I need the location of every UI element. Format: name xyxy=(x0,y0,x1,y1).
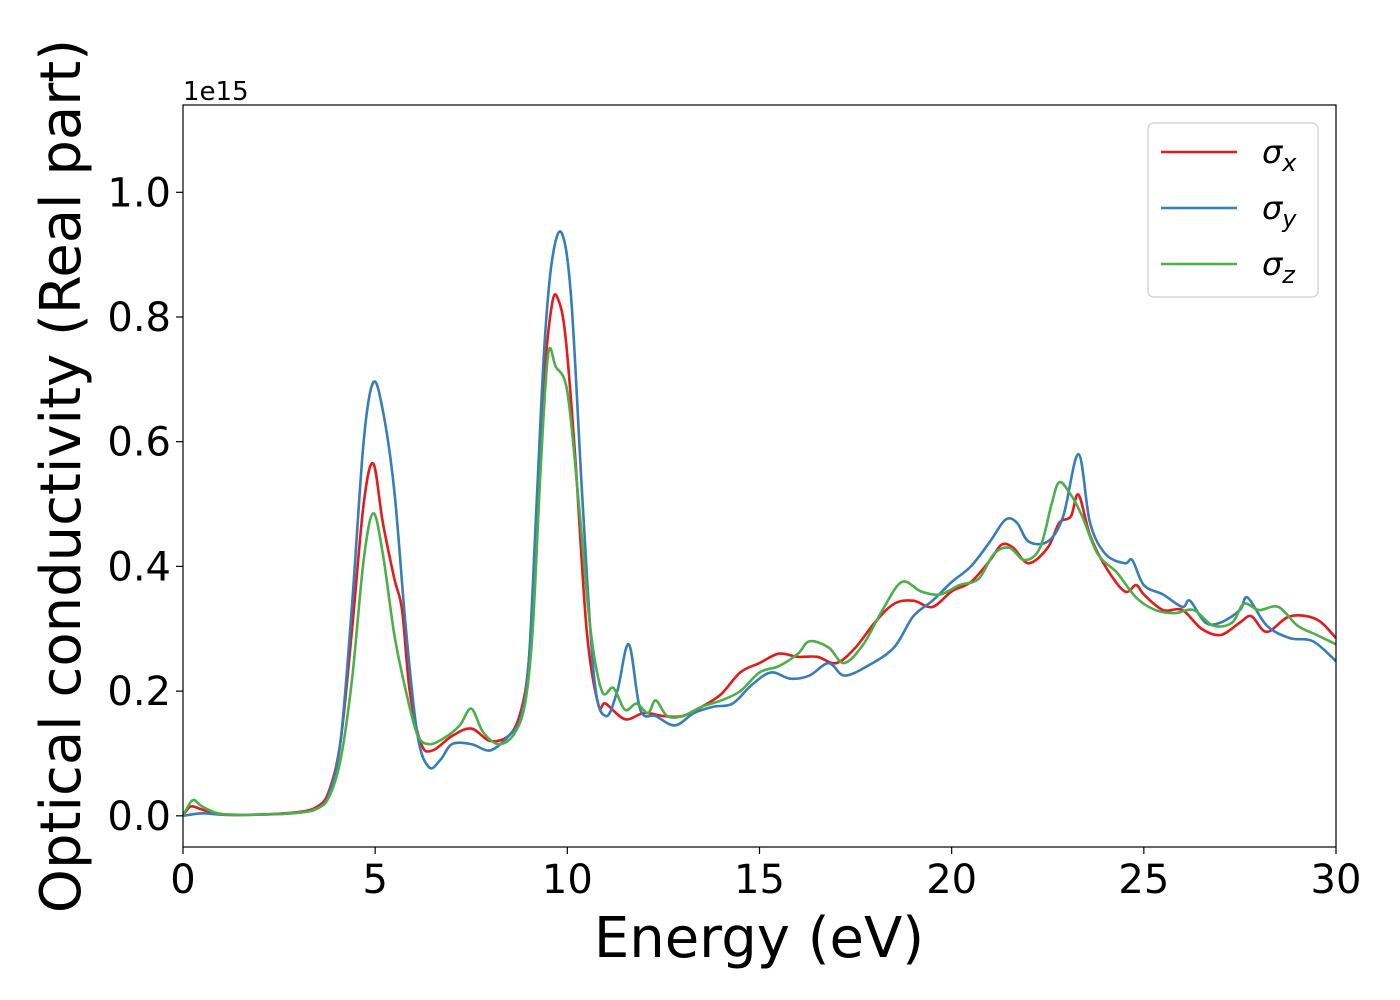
y-tick-label: 0.8 xyxy=(107,295,171,341)
x-tick-label: 15 xyxy=(734,857,785,903)
x-tick-label: 10 xyxy=(542,857,593,903)
y-tick-label: 1.0 xyxy=(107,170,171,216)
y-tick-label: 0.4 xyxy=(107,544,171,590)
legend-label-0: σx xyxy=(1262,133,1297,177)
x-axis-label: Energy (eV) xyxy=(594,906,924,971)
x-tick-label: 5 xyxy=(362,857,387,903)
x-tick-label: 0 xyxy=(170,857,195,903)
y-axis-ticks: 0.0 0.2 0.4 0.6 0.8 1.0 xyxy=(107,170,183,840)
legend-items: σx σy σz xyxy=(1161,133,1297,289)
y-axis-label: Optical conductivity (Real part) xyxy=(29,39,94,913)
x-tick-label: 20 xyxy=(926,857,977,903)
x-tick-label: 30 xyxy=(1311,857,1362,903)
series-line-2 xyxy=(181,346,1337,817)
series-layer xyxy=(181,230,1337,818)
legend-label-1: σy xyxy=(1262,189,1297,233)
x-tick-label: 25 xyxy=(1118,857,1169,903)
legend-box xyxy=(1147,122,1319,298)
legend: σx σy σz xyxy=(1147,122,1319,298)
y-tick-label: 0.0 xyxy=(107,794,171,840)
series-line-1 xyxy=(182,230,1337,818)
y-offset-text: 1e15 xyxy=(183,77,249,107)
y-tick-label: 0.6 xyxy=(107,420,171,466)
y-tick-label: 0.2 xyxy=(107,669,171,715)
x-axis-ticks: 0 5 10 15 20 25 30 xyxy=(170,847,1361,903)
legend-label-2: σz xyxy=(1262,245,1296,289)
